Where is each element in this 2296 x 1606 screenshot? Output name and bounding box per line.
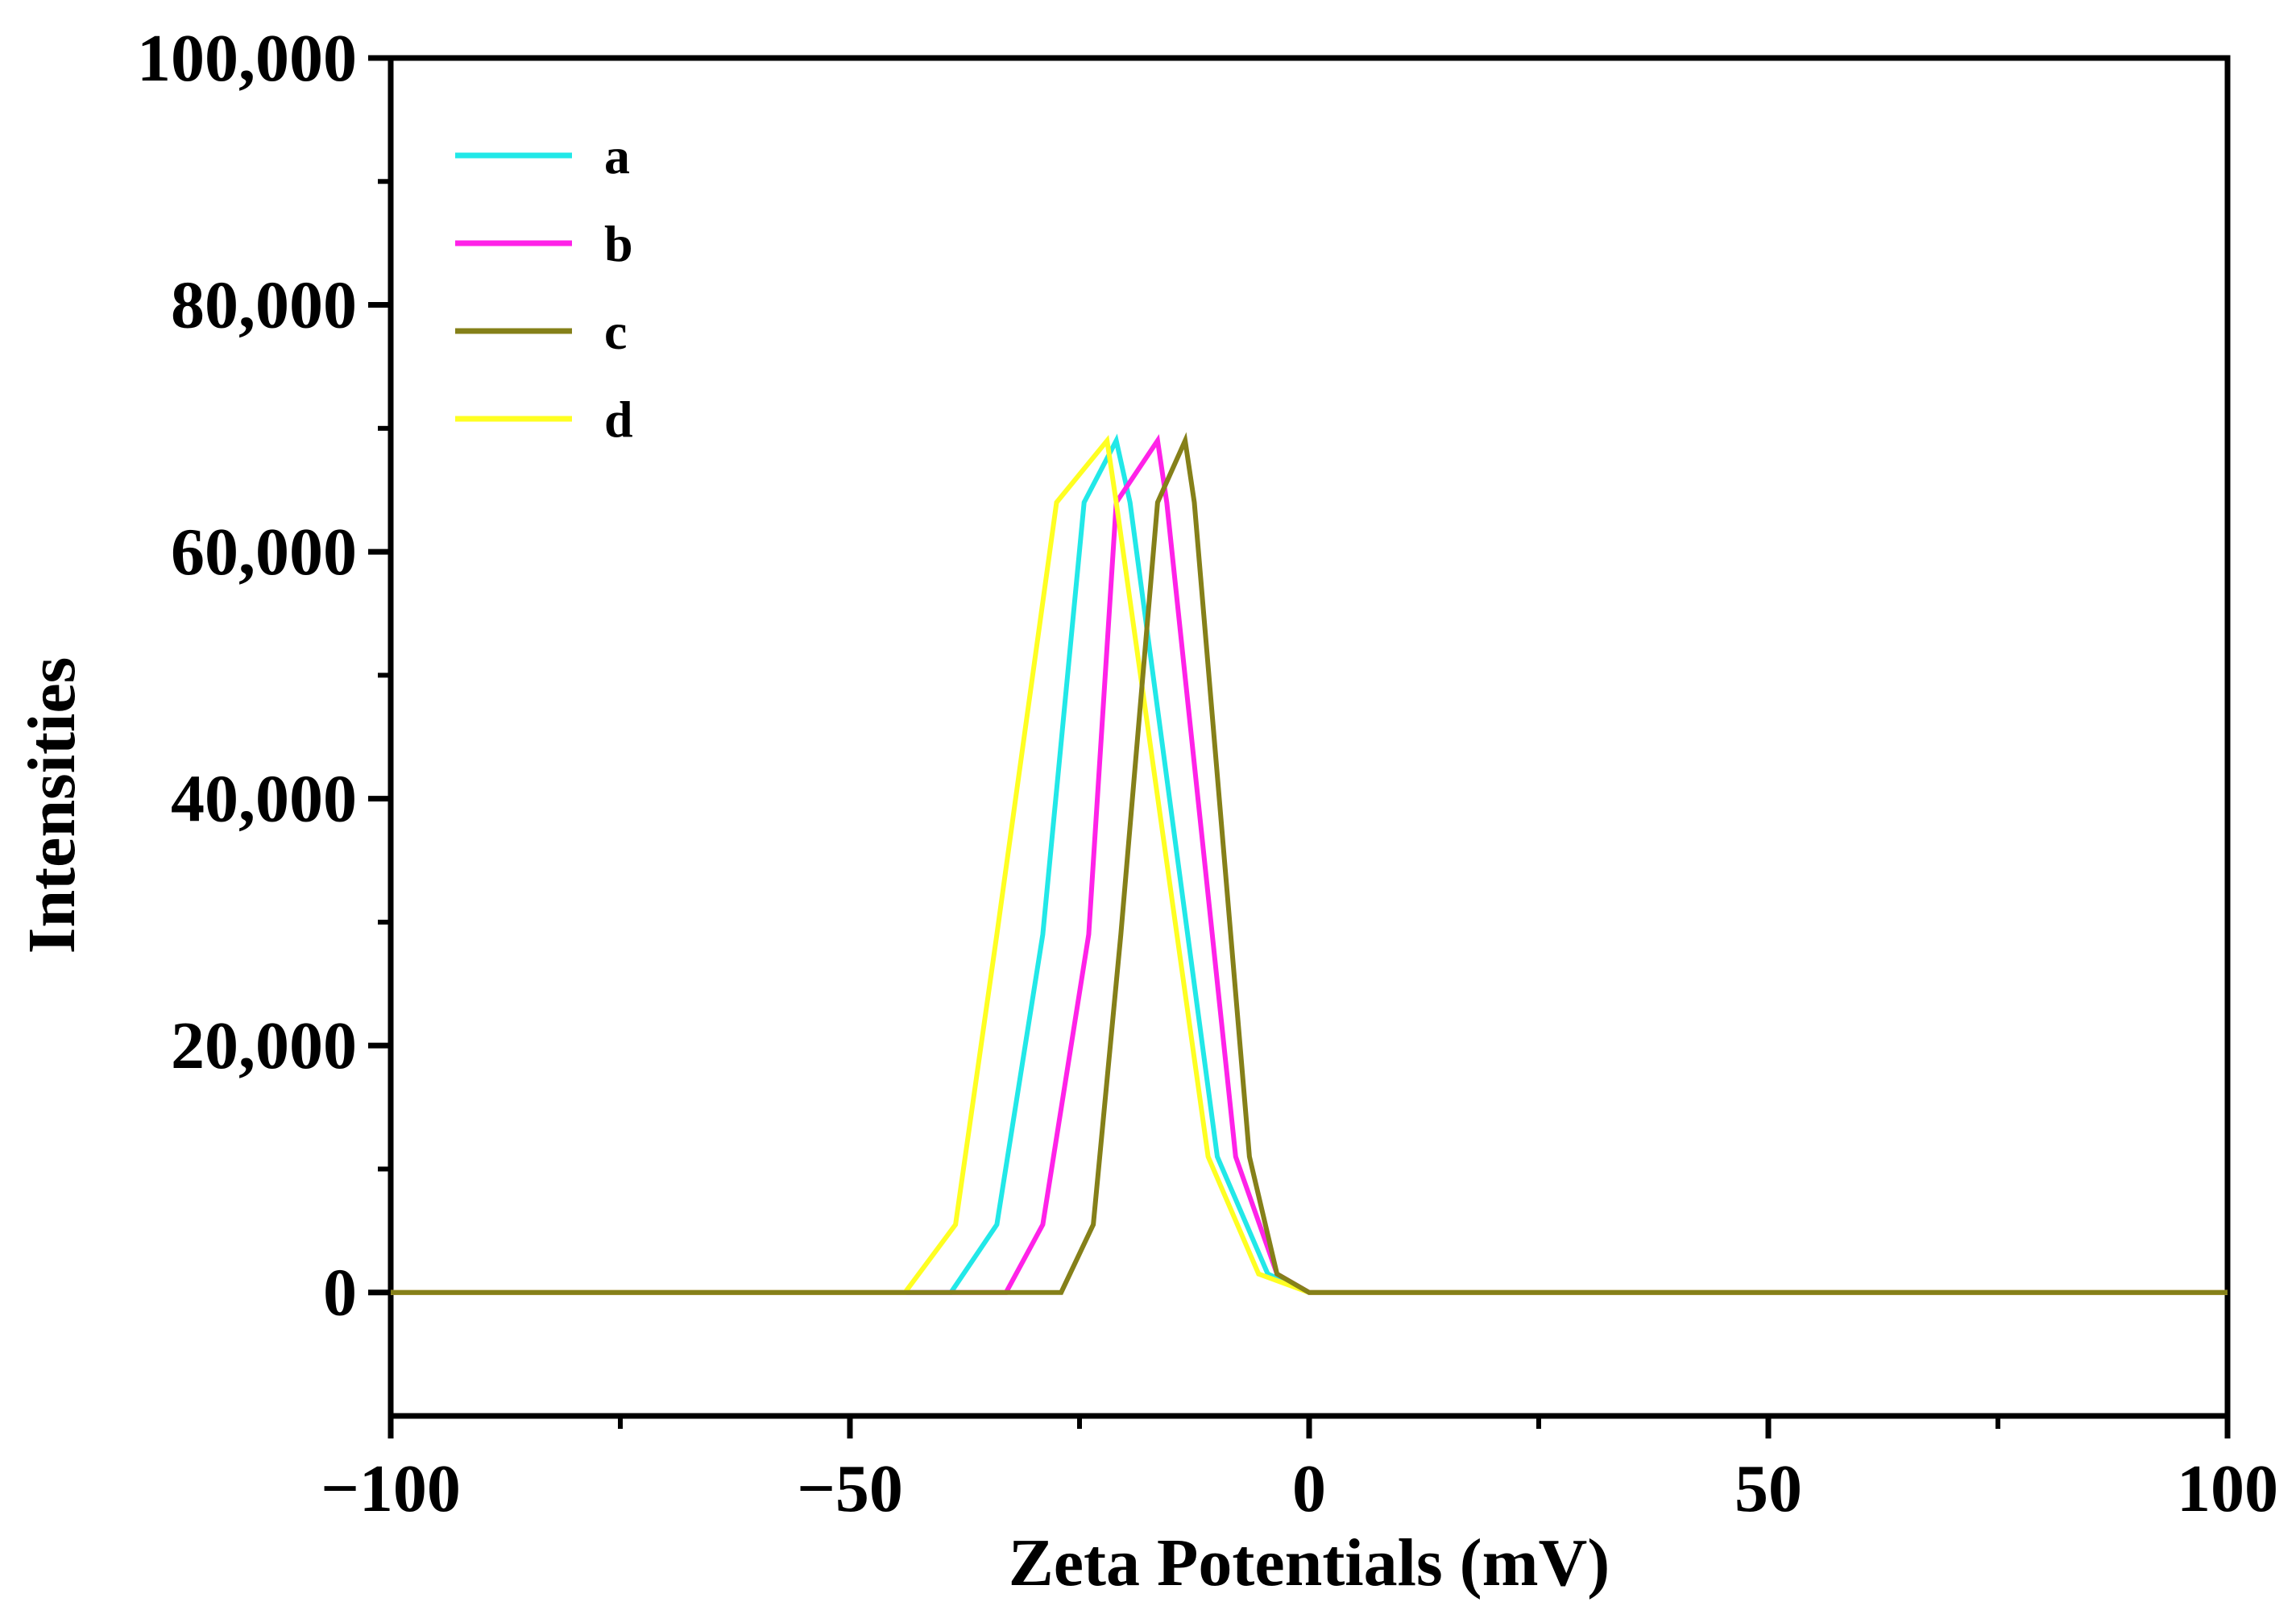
y-tick-label: 0 [323,1256,357,1331]
x-axis-title: Zeta Potentials (mV) [1009,1525,1610,1600]
y-tick-label: 60,000 [171,515,357,590]
series-line-c [391,432,2228,1295]
data-series [391,432,2228,1295]
legend-label-b: b [604,215,633,272]
y-tick-label: 20,000 [171,1008,357,1083]
x-tick-label: 50 [1734,1451,1802,1526]
y-tick-label: 40,000 [171,762,357,837]
x-tick-label: 100 [2177,1451,2278,1526]
x-axis-ticks: −100 −50 0 50 100 [321,1416,2278,1526]
x-tick-label: −100 [321,1451,461,1526]
series-line-d [391,434,2228,1295]
x-tick-label: −50 [797,1451,903,1526]
y-axis-title: Intensities [15,657,89,954]
y-tick-label: 80,000 [171,268,357,343]
legend-label-a: a [604,127,630,184]
y-tick-label: 100,000 [137,21,357,96]
legend-label-c: c [604,303,627,360]
x-tick-label: 0 [1292,1451,1326,1526]
y-axis-ticks: 0 20,000 40,000 60,000 80,000 100,000 [137,21,391,1331]
legend-label-d: d [604,391,633,448]
